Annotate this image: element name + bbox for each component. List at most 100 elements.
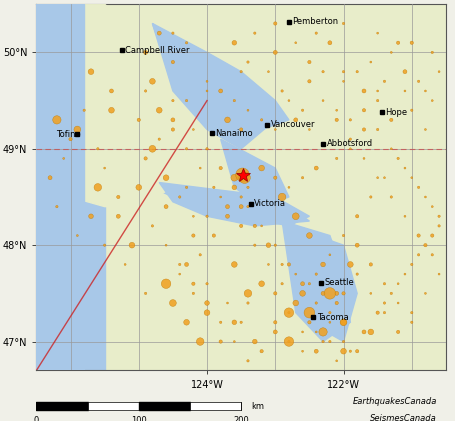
Point	[326, 309, 334, 316]
Point	[381, 78, 388, 85]
Point	[347, 136, 354, 143]
Point	[394, 155, 402, 162]
Point	[333, 290, 340, 297]
Point	[94, 184, 101, 191]
Point	[203, 145, 211, 152]
Point	[190, 126, 197, 133]
Point	[197, 338, 204, 345]
Point	[224, 117, 231, 123]
Point	[347, 145, 354, 152]
Point	[367, 290, 374, 297]
Point	[435, 68, 443, 75]
Point	[415, 184, 422, 191]
Point	[244, 203, 252, 210]
Point	[306, 78, 313, 85]
Point	[203, 309, 211, 316]
Text: Tacoma: Tacoma	[317, 313, 349, 322]
Point	[367, 59, 374, 65]
Point	[306, 319, 313, 326]
Text: km: km	[252, 402, 264, 411]
Text: 100: 100	[131, 416, 147, 421]
Point	[374, 97, 381, 104]
Point	[340, 290, 347, 297]
Point	[381, 174, 388, 181]
Point	[87, 213, 95, 220]
Point	[333, 357, 340, 364]
Point	[217, 165, 224, 171]
Point	[374, 309, 381, 316]
Point	[347, 117, 354, 123]
Point	[190, 213, 197, 220]
Text: Seattle: Seattle	[324, 278, 354, 287]
Point	[169, 59, 177, 65]
Point	[258, 165, 265, 171]
Point	[374, 174, 381, 181]
Point	[156, 136, 163, 143]
Point	[46, 174, 54, 181]
Point	[272, 49, 279, 56]
Point	[367, 328, 374, 335]
Point	[422, 194, 429, 200]
Polygon shape	[152, 24, 289, 130]
Point	[326, 40, 334, 46]
Point	[347, 261, 354, 268]
Point	[272, 328, 279, 335]
Point	[313, 30, 320, 37]
Point	[285, 309, 293, 316]
Point	[299, 290, 306, 297]
Point	[374, 30, 381, 37]
Point	[381, 280, 388, 287]
Point	[285, 338, 293, 345]
Point	[381, 300, 388, 306]
Point	[326, 319, 334, 326]
Polygon shape	[282, 221, 350, 341]
Point	[231, 174, 238, 181]
Point	[169, 300, 177, 306]
Point	[292, 300, 299, 306]
Point	[394, 328, 402, 335]
Point	[231, 40, 238, 46]
Point	[238, 203, 245, 210]
Point	[429, 203, 436, 210]
Point	[203, 300, 211, 306]
Point	[360, 126, 368, 133]
Point	[333, 155, 340, 162]
Point	[244, 107, 252, 114]
Point	[231, 338, 238, 345]
Point	[422, 290, 429, 297]
Polygon shape	[159, 183, 309, 226]
Point	[74, 232, 81, 239]
Point	[347, 348, 354, 354]
Point	[176, 194, 183, 200]
Point	[306, 126, 313, 133]
Point	[388, 145, 395, 152]
Point	[429, 232, 436, 239]
Point	[388, 194, 395, 200]
Point	[319, 328, 327, 335]
Point	[244, 300, 252, 306]
Point	[142, 155, 149, 162]
Point	[354, 68, 361, 75]
Point	[333, 300, 340, 306]
Point	[251, 30, 258, 37]
Text: SeismesCanada: SeismesCanada	[370, 414, 437, 421]
Point	[429, 251, 436, 258]
Point	[135, 117, 142, 123]
Point	[169, 97, 177, 104]
Point	[415, 232, 422, 239]
Point	[354, 348, 361, 354]
Point	[272, 319, 279, 326]
Point	[408, 319, 415, 326]
Point	[340, 20, 347, 27]
Point	[244, 290, 252, 297]
Point	[292, 40, 299, 46]
Point	[53, 203, 61, 210]
Point	[190, 290, 197, 297]
Point	[238, 68, 245, 75]
Point	[299, 348, 306, 354]
Point	[162, 203, 170, 210]
Point	[74, 126, 81, 133]
Point	[401, 68, 409, 75]
Point	[251, 338, 258, 345]
Point	[258, 280, 265, 287]
